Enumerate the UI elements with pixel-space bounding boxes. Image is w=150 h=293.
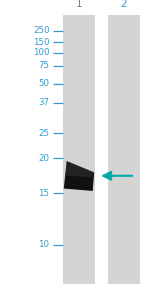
Text: 25: 25 [39, 129, 50, 138]
Polygon shape [64, 161, 94, 191]
Bar [63, 15, 94, 284]
Text: 10: 10 [39, 240, 50, 249]
Text: 1: 1 [75, 0, 82, 9]
Bar [108, 15, 140, 284]
Text: 37: 37 [39, 98, 50, 107]
Text: 250: 250 [33, 26, 50, 35]
Text: 50: 50 [39, 79, 50, 88]
Text: 15: 15 [39, 189, 50, 198]
Text: 2: 2 [120, 0, 127, 9]
Text: 20: 20 [39, 154, 50, 163]
Polygon shape [65, 161, 94, 177]
Text: 75: 75 [39, 62, 50, 70]
Text: 100: 100 [33, 48, 50, 57]
Text: 150: 150 [33, 38, 50, 47]
